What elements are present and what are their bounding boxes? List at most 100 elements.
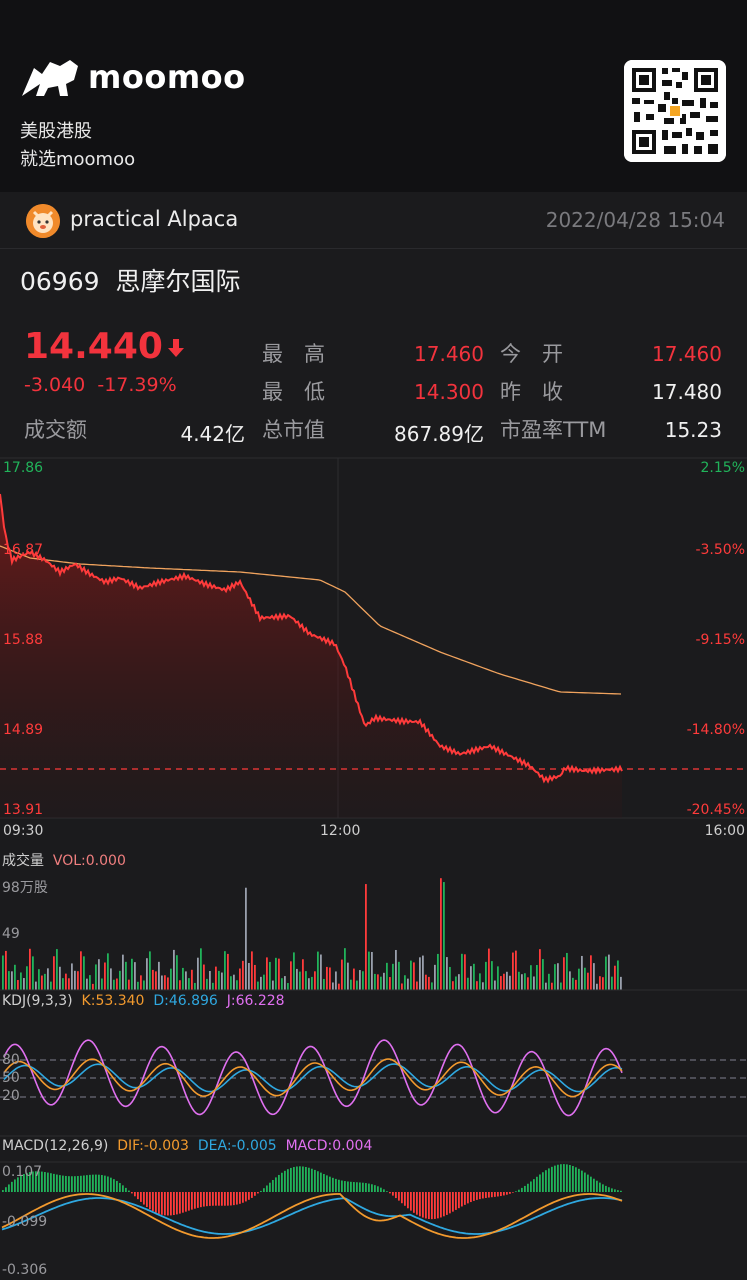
volume-bar: [80, 951, 82, 990]
volume-bar: [296, 968, 298, 990]
volume-bar: [92, 983, 94, 990]
macd-bar: [17, 1177, 19, 1192]
volume-bar: [524, 973, 526, 990]
volume-bar: [287, 983, 289, 990]
volume-bar: [152, 969, 154, 990]
macd-bar: [50, 1173, 52, 1192]
kdj-level-20: 20: [2, 1088, 20, 1104]
volume-bar: [35, 981, 37, 990]
macd-bar: [68, 1176, 70, 1192]
volume-bar: [197, 957, 199, 990]
macd-bar: [557, 1164, 559, 1192]
volume-bar: [284, 976, 286, 990]
volume-bar: [242, 960, 244, 990]
volume-bar: [131, 958, 133, 990]
macd-bar: [86, 1175, 88, 1192]
change-percent: -17.39%: [97, 374, 177, 396]
volume-bar: [167, 977, 169, 990]
volume-bar: [293, 952, 295, 990]
macd-bar: [560, 1164, 562, 1192]
macd-bar: [194, 1192, 196, 1209]
volume-bar: [263, 974, 265, 990]
qr-code-icon[interactable]: [624, 60, 726, 162]
volume-bar: [272, 980, 274, 990]
volume-bar: [188, 978, 190, 990]
macd-bar: [242, 1192, 244, 1203]
macd-bar: [80, 1175, 82, 1192]
macd-bar: [176, 1192, 178, 1215]
macd-bar: [521, 1187, 523, 1192]
macd-bar: [359, 1182, 361, 1192]
volume-bar: [434, 964, 436, 990]
macd-axis-mid: -0.099: [2, 1214, 48, 1230]
volume-bar: [314, 971, 316, 990]
macd-bar: [473, 1192, 475, 1201]
user-avatar[interactable]: [26, 204, 60, 238]
macd-bar: [509, 1192, 511, 1194]
y-right-4: -14.80%: [686, 722, 745, 738]
macd-bar: [260, 1190, 262, 1192]
volume-bar: [551, 982, 553, 990]
macd-bar: [386, 1191, 388, 1192]
macd-title: MACD(12,26,9): [2, 1138, 109, 1154]
volume-bar: [578, 968, 580, 990]
high-value: 17.460: [414, 342, 484, 366]
macd-bar: [596, 1180, 598, 1192]
macd-bar: [512, 1192, 514, 1193]
volume-bar: [596, 983, 598, 990]
kdj-level-80: 80: [2, 1052, 20, 1068]
macd-bar: [11, 1181, 13, 1192]
y-right-1: 2.15%: [700, 460, 745, 476]
macd-bar: [152, 1192, 154, 1212]
kdj-d-value: D:46.896: [153, 993, 218, 1009]
macd-bar: [158, 1192, 160, 1214]
macd-bar: [77, 1176, 79, 1192]
volume-bar: [374, 973, 376, 990]
volume-bar: [548, 973, 550, 990]
macd-bar: [290, 1167, 292, 1192]
volume-bar: [404, 975, 406, 990]
volume-bar: [41, 975, 43, 990]
user-name[interactable]: practical Alpaca: [70, 207, 239, 231]
macd-bar: [47, 1172, 49, 1192]
volume-bar: [53, 956, 55, 990]
macd-bar: [92, 1174, 94, 1192]
volume-bar: [278, 958, 280, 990]
volume-bar: [563, 957, 565, 990]
volume-bar: [299, 971, 301, 990]
volume-bar: [368, 951, 370, 990]
kdj-k-line: [3, 1058, 623, 1098]
volume-bar: [20, 972, 22, 990]
macd-bar: [113, 1179, 115, 1192]
volume-bar: [542, 959, 544, 990]
prevclose-value: 17.480: [652, 380, 722, 404]
macd-bar: [485, 1192, 487, 1198]
macd-bar: [443, 1192, 445, 1217]
macd-bar: [224, 1192, 226, 1206]
y-left-5: 13.91: [3, 802, 44, 818]
macd-bar: [404, 1192, 406, 1206]
macd-bar: [296, 1166, 298, 1192]
macd-bar: [476, 1192, 478, 1200]
volume-bar: [290, 961, 292, 990]
volume-bar: [119, 970, 121, 990]
volume-bar: [110, 968, 112, 990]
volume-bar: [470, 966, 472, 990]
macd-bar: [452, 1192, 454, 1212]
macd-bar: [317, 1171, 319, 1192]
macd-bar: [458, 1192, 460, 1209]
volume-bar: [65, 973, 67, 990]
volume-bar: [530, 965, 532, 990]
volume-bar: [140, 975, 142, 990]
macd-bar: [197, 1192, 199, 1208]
volume-bar: [377, 974, 379, 990]
macd-bar: [245, 1192, 247, 1202]
volume-bar: [62, 978, 64, 990]
macd-bar: [278, 1174, 280, 1192]
volume-bar: [509, 975, 511, 990]
macd-bar: [131, 1192, 133, 1194]
macd-bar: [8, 1184, 10, 1192]
volume-bar: [104, 962, 106, 990]
macd-bar: [173, 1192, 175, 1216]
volume-bar: [482, 982, 484, 990]
